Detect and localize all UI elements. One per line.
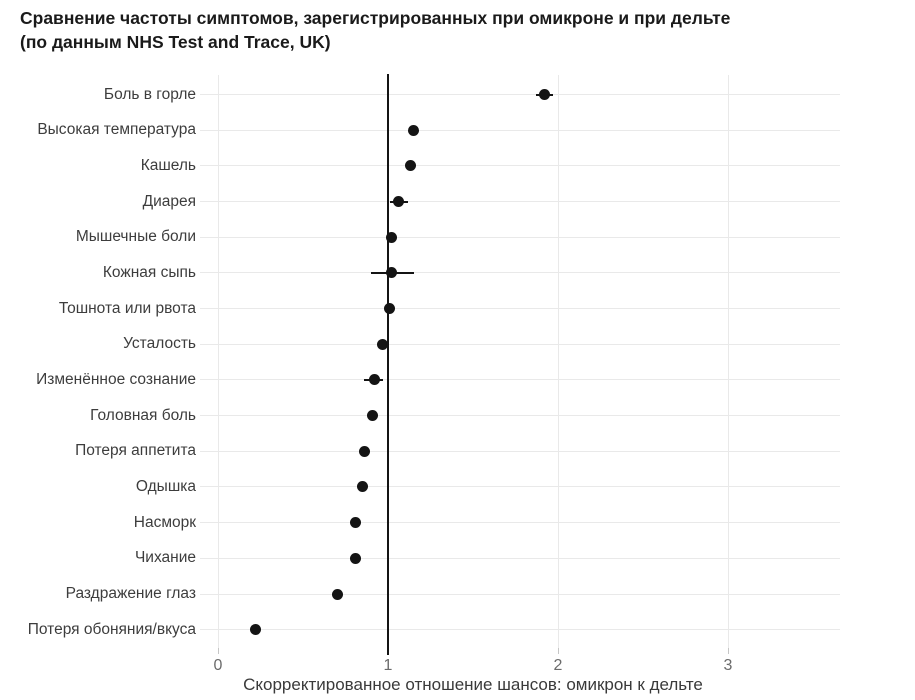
data-point <box>385 267 397 279</box>
category-label: Боль в горле <box>103 85 196 103</box>
x-tick-label: 1 <box>383 657 393 674</box>
row-gridline <box>200 593 840 595</box>
x-tick-mark <box>727 648 729 654</box>
x-tick-mark <box>557 648 559 654</box>
chart-title: Сравнение частоты симптомов, зарегистрир… <box>20 6 900 54</box>
data-point <box>392 196 404 208</box>
row-gridline <box>200 557 840 559</box>
category-label: Тошнота или рвота <box>58 299 196 317</box>
x-gridline <box>557 75 559 648</box>
row-gridline <box>200 343 840 345</box>
data-point <box>377 338 389 350</box>
row-gridline <box>200 486 840 488</box>
category-label: Кашель <box>140 156 196 174</box>
data-point <box>408 124 419 136</box>
category-label: Головная боль <box>90 406 196 424</box>
category-label: Потеря обоняния/вкуса <box>27 620 196 638</box>
category-label: Насморк <box>133 513 196 531</box>
row-gridline <box>200 129 840 131</box>
row-gridline <box>200 94 840 95</box>
x-axis-title: Скорректированное отношение шансов: омик… <box>243 675 703 694</box>
reference-line <box>387 74 389 655</box>
row-gridline <box>200 379 840 381</box>
data-point <box>384 303 396 315</box>
category-label: Раздражение глаз <box>65 585 196 603</box>
x-gridline <box>727 75 729 648</box>
row-gridline <box>200 236 840 238</box>
row-gridline <box>200 165 840 167</box>
data-point <box>350 517 362 529</box>
row-gridline <box>200 629 840 631</box>
row-gridline <box>200 272 840 274</box>
chart-title-line1: Сравнение частоты симптомов, зарегистрир… <box>20 8 731 28</box>
data-point <box>368 374 380 386</box>
row-gridline <box>200 415 840 417</box>
row-gridline <box>200 201 840 203</box>
x-tick-label: 2 <box>553 657 563 674</box>
data-point <box>249 624 261 636</box>
category-label: Чихание <box>134 549 196 567</box>
category-label: Усталость <box>123 335 196 353</box>
row-gridline <box>200 450 840 452</box>
x-tick-label: 3 <box>723 657 733 674</box>
row-gridline <box>200 308 840 310</box>
x-tick-mark <box>217 648 219 654</box>
category-label: Потеря аппетита <box>75 442 196 460</box>
x-gridline <box>217 75 219 648</box>
data-point <box>404 160 416 172</box>
data-point <box>385 231 397 243</box>
row-gridline <box>200 522 840 524</box>
category-label: Высокая температура <box>37 121 196 139</box>
data-point <box>357 481 368 493</box>
category-label: Изменённое сознание <box>36 370 196 388</box>
data-point <box>358 445 370 457</box>
category-label: Диарея <box>142 192 196 210</box>
data-point <box>350 552 362 564</box>
x-tick-label: 0 <box>213 657 223 674</box>
data-point <box>367 410 379 422</box>
chart-title-line2: (по данным NHS Test and Trace, UK) <box>20 32 331 53</box>
category-label: Мышечные боли <box>75 228 196 246</box>
data-point <box>538 89 550 100</box>
category-label: Одышка <box>135 477 196 495</box>
category-label: Кожная сыпь <box>102 263 196 281</box>
data-point <box>331 588 343 600</box>
